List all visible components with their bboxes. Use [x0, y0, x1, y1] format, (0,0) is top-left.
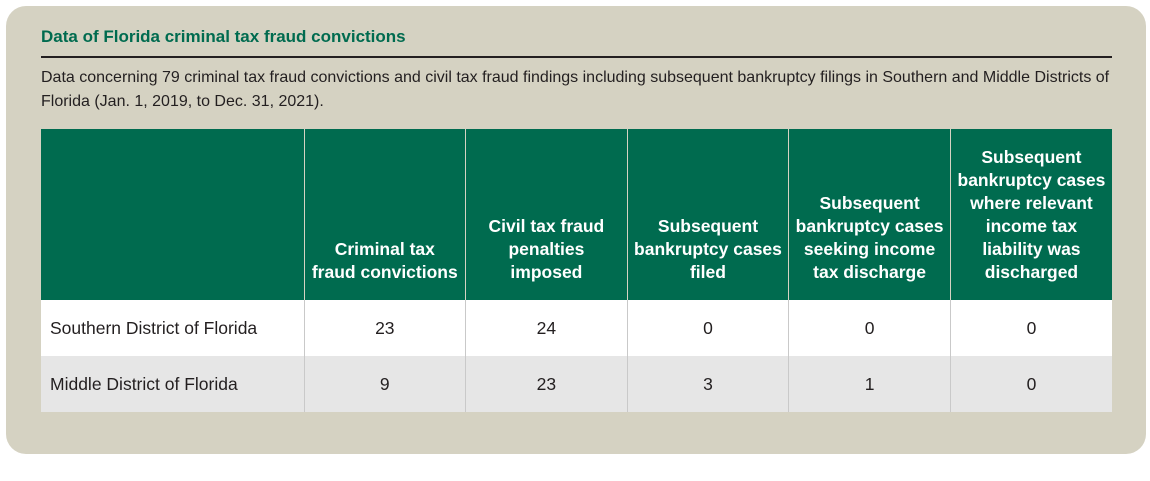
cell-criminal-convictions: 9 — [303, 356, 466, 412]
header-bankruptcy-discharged: Subsequent bankruptcy cases where releva… — [949, 129, 1112, 300]
panel-description: Data concerning 79 criminal tax fraud co… — [41, 69, 1110, 110]
header-civil-penalties: Civil tax fraud penalties imposed — [465, 129, 628, 300]
convictions-table: Criminal tax fraud convictions Civil tax… — [41, 129, 1112, 412]
cell-bankruptcy-discharged: 0 — [949, 300, 1112, 356]
cell-bankruptcy-seeking-discharge: 1 — [788, 356, 951, 412]
header-bankruptcy-filed: Subsequent bankruptcy cases filed — [626, 129, 789, 300]
table-header-row: Criminal tax fraud convictions Civil tax… — [41, 129, 1112, 300]
table-row: Middle District of Florida 9 23 3 1 0 — [41, 356, 1112, 412]
header-empty — [41, 129, 304, 300]
row-label: Southern District of Florida — [41, 300, 304, 356]
cell-bankruptcy-discharged: 0 — [949, 356, 1112, 412]
header-criminal-convictions: Criminal tax fraud convictions — [303, 129, 466, 300]
header-bankruptcy-seeking-discharge: Subsequent bankruptcy cases seeking inco… — [788, 129, 951, 300]
cell-bankruptcy-filed: 0 — [626, 300, 789, 356]
table-row: Southern District of Florida 23 24 0 0 0 — [41, 300, 1112, 356]
row-label: Middle District of Florida — [41, 356, 304, 412]
panel-title: Data of Florida criminal tax fraud convi… — [41, 27, 406, 46]
cell-criminal-convictions: 23 — [303, 300, 466, 356]
cell-bankruptcy-filed: 3 — [626, 356, 789, 412]
cell-bankruptcy-seeking-discharge: 0 — [788, 300, 951, 356]
title-divider — [41, 56, 1112, 58]
cell-civil-penalties: 24 — [465, 300, 628, 356]
cell-civil-penalties: 23 — [465, 356, 628, 412]
